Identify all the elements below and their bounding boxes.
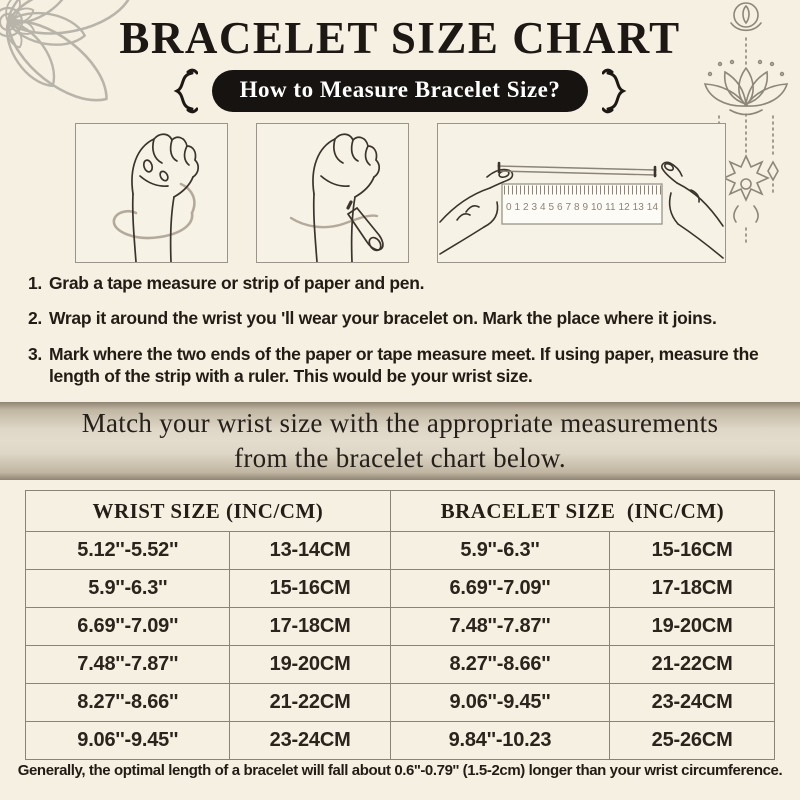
table-cell: 15-16CM xyxy=(609,531,775,570)
table-cell: 9.06''-9.45'' xyxy=(24,721,231,760)
bracelet-size-header: BRACELET SIZE (INC/CM) xyxy=(389,490,776,532)
table-cell: 5.12''-5.52'' xyxy=(24,531,231,570)
how-to-measure-badge: How to Measure Bracelet Size? xyxy=(211,70,589,112)
table-cell: 6.69''-7.09'' xyxy=(389,569,611,608)
measurement-steps-illustrations: 0 1 2 3 4 5 6 7 8 9 10 11 12 13 14 xyxy=(0,123,800,263)
table-cell: 7.48''-7.87'' xyxy=(24,645,231,684)
step1-illustration-tape xyxy=(74,123,228,263)
table-header-row: WRIST SIZE (INC/CM) BRACELET SIZE (INC/C… xyxy=(25,490,776,532)
table-row: 5.12''-5.52'' 13-14CM 5.9''-6.3'' 15-16CM xyxy=(24,531,775,570)
table-cell: 21-22CM xyxy=(229,683,391,722)
table-cell: 21-22CM xyxy=(609,645,775,684)
bracelet-size-table: WRIST SIZE (INC/CM) BRACELET SIZE (INC/C… xyxy=(24,490,776,760)
instruction-text: Mark where the two ends of the paper or … xyxy=(49,343,759,387)
wrist-size-header: WRIST SIZE (INC/CM) xyxy=(25,490,391,532)
squiggle-right-icon xyxy=(602,68,632,114)
size-table-body: 5.12''-5.52'' 13-14CM 5.9''-6.3'' 15-16CM 5.… xyxy=(24,531,775,760)
table-cell: 13-14CM xyxy=(229,531,391,570)
table-cell: 23-24CM xyxy=(609,683,775,722)
table-cell: 25-26CM xyxy=(609,721,775,760)
table-cell: 9.06''-9.45'' xyxy=(389,683,611,722)
banner-line-1: Match your wrist size with the appropria… xyxy=(81,407,719,438)
banner-line-2: from the bracelet chart below. xyxy=(234,443,566,473)
table-cell: 23-24CM xyxy=(229,721,391,760)
instruction-step-3: 3. Mark where the two ends of the paper … xyxy=(28,343,776,388)
table-cell: 17-18CM xyxy=(229,607,391,646)
table-row: 6.69''-7.09'' 17-18CM 7.48''-7.87'' 19-20CM xyxy=(24,607,775,646)
instruction-number: 1. xyxy=(28,273,42,293)
table-cell: 17-18CM xyxy=(609,569,775,608)
instruction-step-1: 1. Grab a tape measure or strip of paper… xyxy=(28,272,776,294)
table-cell: 9.84''-10.23 xyxy=(389,721,611,760)
table-row: 5.9''-6.3'' 15-16CM 6.69''-7.09'' 17-18CM xyxy=(24,569,775,608)
table-row: 8.27''-8.66'' 21-22CM 9.06''-9.45'' 23-24CM xyxy=(24,683,775,722)
instruction-text: Grab a tape measure or strip of paper an… xyxy=(49,273,425,293)
instructions-list: 1. Grab a tape measure or strip of paper… xyxy=(28,272,776,401)
table-cell: 5.9''-6.3'' xyxy=(24,569,231,608)
step2-illustration-pen-mark xyxy=(255,123,409,263)
instruction-number: 2. xyxy=(28,308,42,329)
table-cell: 5.9''-6.3'' xyxy=(389,531,611,570)
instruction-number: 3. xyxy=(28,343,42,364)
instruction-text: Wrap it around the wrist you 'll wear yo… xyxy=(49,308,717,329)
match-size-banner: Match your wrist size with the appropria… xyxy=(0,402,800,480)
table-cell: 15-16CM xyxy=(229,569,391,608)
table-cell: 8.27''-8.66'' xyxy=(24,683,231,722)
subtitle-badge-row: How to Measure Bracelet Size? xyxy=(0,68,800,114)
table-cell: 19-20CM xyxy=(229,645,391,684)
table-row: 7.48''-7.87'' 19-20CM 8.27''-8.66'' 21-22CM xyxy=(24,645,775,684)
squiggle-left-icon xyxy=(168,68,198,114)
table-cell: 6.69''-7.09'' xyxy=(24,607,231,646)
step3-illustration-ruler: 0 1 2 3 4 5 6 7 8 9 10 11 12 13 14 xyxy=(436,123,726,263)
table-row: 9.06''-9.45'' 23-24CM 9.84''-10.23 25-26CM xyxy=(24,721,775,760)
table-cell: 7.48''-7.87'' xyxy=(389,607,611,646)
instruction-step-2: 2. Wrap it around the wrist you 'll wear… xyxy=(28,307,776,329)
footer-note: Generally, the optimal length of a brace… xyxy=(17,762,783,779)
ruler-numbers: 0 1 2 3 4 5 6 7 8 9 10 11 12 13 14 xyxy=(506,202,658,213)
page-title: BRACELET SIZE CHART xyxy=(119,13,681,63)
table-cell: 19-20CM xyxy=(609,607,775,646)
table-cell: 8.27''-8.66'' xyxy=(389,645,611,684)
